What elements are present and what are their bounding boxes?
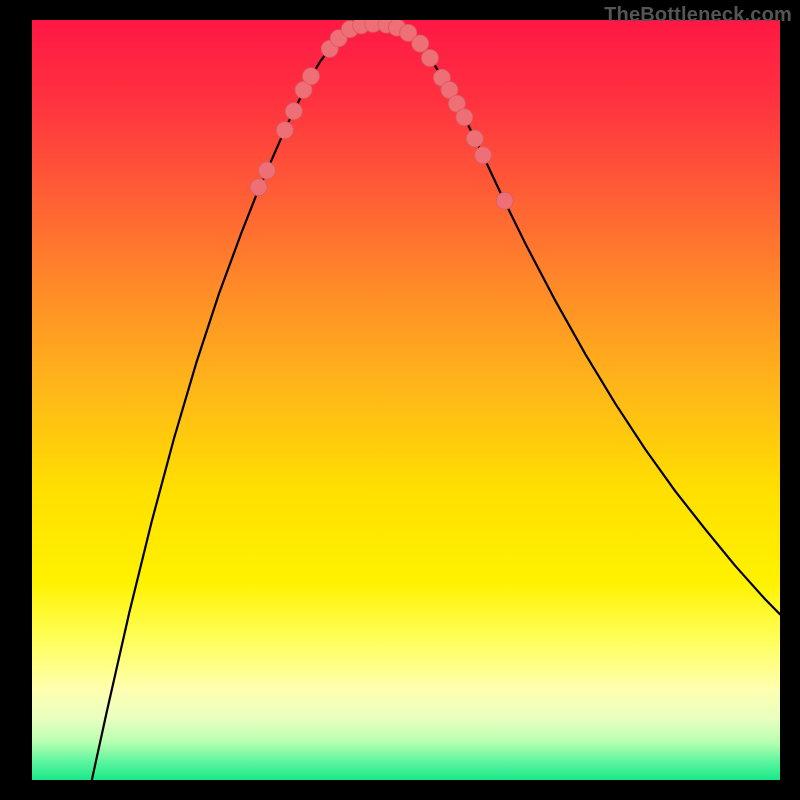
data-marker [276,122,293,139]
data-marker [475,147,492,164]
plot-background [32,20,780,780]
watermark-text: TheBottleneck.com [604,4,792,27]
data-marker [456,109,473,126]
data-marker [285,103,302,120]
data-marker [421,50,438,67]
plot-svg [32,20,780,780]
data-marker [303,68,320,85]
data-marker [258,162,275,179]
data-marker [412,35,429,52]
data-marker [250,179,267,196]
data-marker [496,192,513,209]
chart-canvas: TheBottleneck.com [0,0,800,800]
data-marker [466,130,483,147]
plot-area [32,20,780,780]
